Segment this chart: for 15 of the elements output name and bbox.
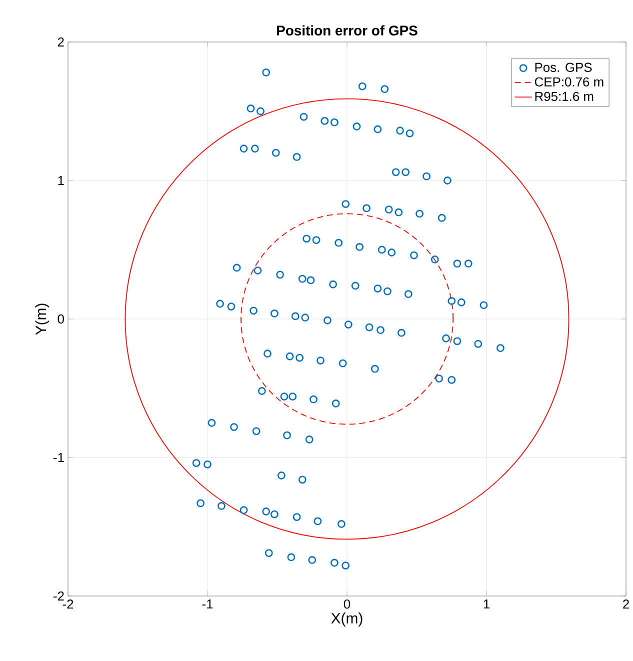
- x-tick-label: 2: [623, 600, 629, 609]
- legend-label: CEP:0.76 m: [534, 77, 604, 86]
- chart-title: Position error of GPS: [277, 25, 418, 36]
- legend-label: Pos. GPS: [535, 62, 592, 72]
- y-tick-label: -2: [54, 591, 64, 601]
- x-tick-label: -1: [202, 600, 213, 608]
- legend-label: R95:1.6 m: [535, 92, 594, 102]
- x-tick-label: 0: [344, 600, 350, 609]
- y-tick-label: 1: [58, 176, 64, 185]
- x-axis-title: X(m): [331, 612, 362, 626]
- y-tick-label: 2: [58, 37, 64, 47]
- y-tick-label: -1: [54, 453, 64, 462]
- y-tick-label: 0: [58, 314, 64, 324]
- x-tick-label: 1: [484, 600, 490, 608]
- y-axis-title: Y(m): [35, 304, 50, 335]
